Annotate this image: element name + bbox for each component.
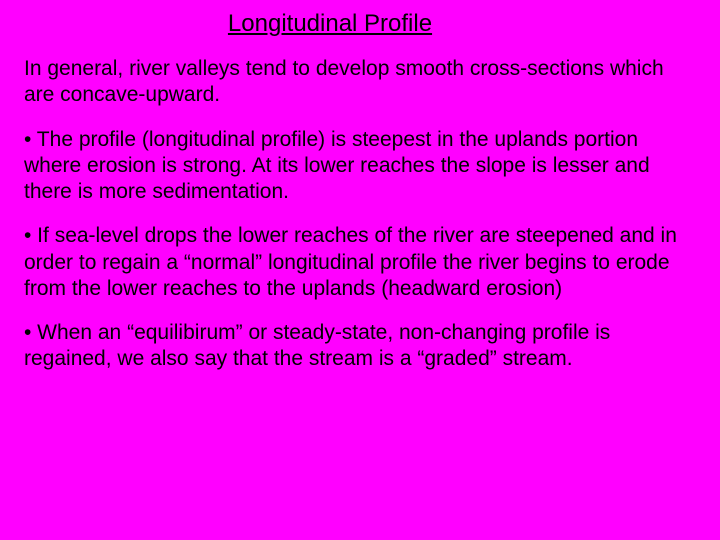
bullet-item: • If sea-level drops the lower reaches o…	[24, 223, 696, 302]
bullet-item: • The profile (longitudinal profile) is …	[24, 127, 696, 206]
bullet-item: • When an “equilibirum” or steady-state,…	[24, 320, 696, 373]
slide-title: Longitudinal Profile	[0, 10, 696, 38]
slide-intro: In general, river valleys tend to develo…	[24, 56, 696, 109]
slide-container: Longitudinal Profile In general, river v…	[0, 0, 720, 415]
